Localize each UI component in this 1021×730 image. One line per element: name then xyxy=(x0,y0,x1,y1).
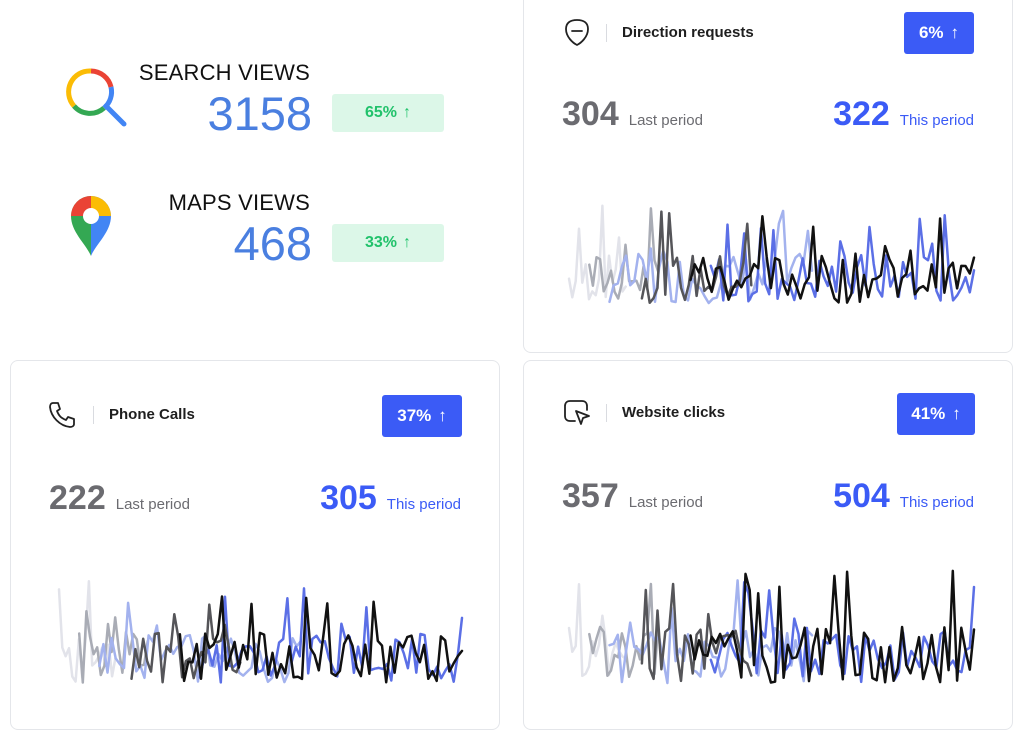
header-divider xyxy=(93,406,94,424)
direction-requests-card: Direction requests 6% ↑ 304 Last period … xyxy=(523,0,1013,353)
sparkline-series-6 xyxy=(689,569,976,684)
direction-sparkline xyxy=(567,204,976,305)
sparkline-series-6 xyxy=(689,214,976,304)
cursor-click-icon xyxy=(564,400,590,425)
phone-icon xyxy=(49,402,75,428)
maps-views-summary: MAPS VIEWS 468 33% ↑ xyxy=(0,188,470,298)
phone-last-period: 222 Last period xyxy=(49,479,190,518)
search-views-change: 65% xyxy=(364,104,398,121)
website-change-badge: 41% ↑ xyxy=(897,393,975,435)
sparkline-series-5 xyxy=(130,603,242,684)
sparkline-series-5 xyxy=(640,582,753,683)
search-views-label: SEARCH VIEWS xyxy=(138,60,310,85)
google-maps-icon xyxy=(71,196,111,256)
last-period-label: Last period xyxy=(115,496,190,513)
sparkline-series-3 xyxy=(98,601,303,684)
this-period-label: This period xyxy=(899,112,974,129)
maps-views-label: MAPS VIEWS xyxy=(168,190,310,215)
phone-change: 37% xyxy=(397,406,432,425)
this-period-label: This period xyxy=(386,496,461,513)
website-this-period: 504 This period xyxy=(833,477,974,516)
last-period-value: 357 xyxy=(562,477,619,515)
header-divider xyxy=(606,404,607,422)
phone-sparkline xyxy=(57,580,464,684)
search-views-value: 3158 xyxy=(207,87,312,140)
sparkline-series-3 xyxy=(608,209,814,305)
search-views-summary: SEARCH VIEWS 3158 65% ↑ xyxy=(0,58,470,168)
search-views-change-badge: 65% ↑ xyxy=(332,94,444,132)
this-period-value: 305 xyxy=(320,479,377,517)
direction-shield-icon xyxy=(565,19,589,46)
phone-change-badge: 37% ↑ xyxy=(382,395,462,437)
last-period-value: 304 xyxy=(562,95,619,133)
sparkline-series-6 xyxy=(178,595,464,684)
phone-calls-title: Phone Calls xyxy=(109,406,195,423)
header-divider xyxy=(606,24,607,42)
this-period-value: 322 xyxy=(833,95,890,133)
arrow-up-icon: ↑ xyxy=(403,234,412,251)
google-search-icon xyxy=(66,68,127,127)
sparkline-series-5 xyxy=(640,210,753,305)
last-period-label: Last period xyxy=(628,494,703,511)
sparkline-series-4 xyxy=(709,213,976,303)
maps-views-change-badge: 33% ↑ xyxy=(332,224,444,262)
arrow-up-icon: ↑ xyxy=(952,404,961,423)
this-period-value: 504 xyxy=(833,477,890,515)
direction-last-period: 304 Last period xyxy=(562,95,703,134)
maps-views-value: 468 xyxy=(233,217,312,270)
phone-calls-card: Phone Calls 37% ↑ 222 Last period 305 Th… xyxy=(10,360,500,730)
phone-this-period: 305 This period xyxy=(320,479,461,518)
this-period-label: This period xyxy=(899,494,974,511)
arrow-up-icon: ↑ xyxy=(950,23,960,42)
website-clicks-card: Website clicks 41% ↑ 357 Last period 504… xyxy=(523,360,1013,730)
last-period-value: 222 xyxy=(49,479,106,517)
direction-requests-title: Direction requests xyxy=(622,24,754,41)
website-last-period: 357 Last period xyxy=(562,477,703,516)
sparkline-series-1 xyxy=(567,583,627,678)
last-period-label: Last period xyxy=(628,112,703,129)
direction-change-badge: 6% ↑ xyxy=(904,12,974,54)
direction-change: 6% xyxy=(918,23,944,42)
sparkline-series-2 xyxy=(588,582,660,679)
arrow-up-icon: ↑ xyxy=(403,104,412,121)
maps-views-change: 33% xyxy=(364,234,398,251)
arrow-up-icon: ↑ xyxy=(438,406,447,425)
website-change: 41% xyxy=(911,404,946,423)
sparkline-series-2 xyxy=(77,610,149,684)
direction-this-period: 322 This period xyxy=(833,95,974,134)
website-clicks-title: Website clicks xyxy=(622,404,726,421)
sparkline-series-1 xyxy=(567,204,627,301)
website-sparkline xyxy=(567,569,976,685)
